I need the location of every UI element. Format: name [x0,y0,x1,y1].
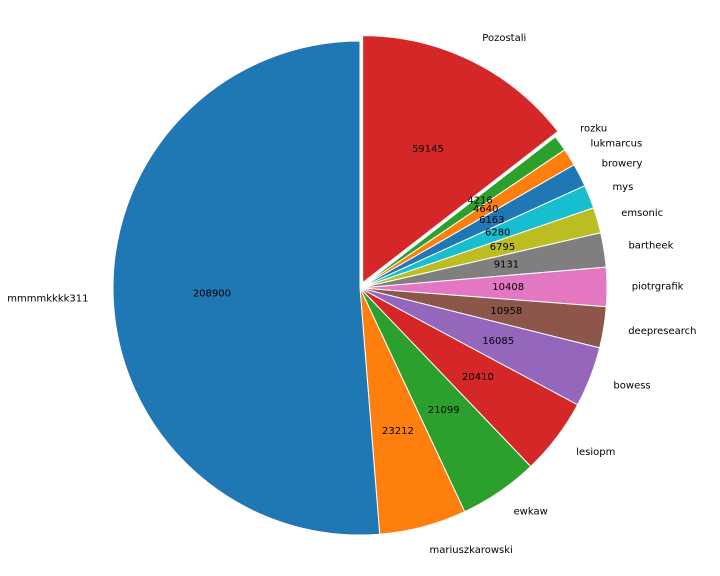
category-label-lukmarcus: lukmarcus [590,139,642,150]
value-label-lukmarcus: 4640 [473,204,498,215]
category-label-mmmmkkkk311: mmmmkkkk311 [7,293,88,304]
category-label-pozostali: Pozostali [482,33,526,44]
value-label-piotrgrafik: 10408 [492,282,524,293]
category-label-browery: browery [602,158,643,169]
pie-slice-mmmmkkkk311 [112,40,381,536]
value-label-ewkaw: 21099 [428,405,460,416]
value-label-lesiopm: 20410 [462,372,494,383]
value-label-pozostali: 59145 [412,144,444,155]
category-label-ewkaw: ewkaw [514,507,548,518]
value-label-deepresearch: 10958 [490,306,522,317]
value-label-emsonic: 6795 [490,242,515,253]
value-label-bowess: 16085 [482,336,514,347]
value-label-rozku: 4216 [467,196,492,207]
category-label-emsonic: emsonic [621,208,663,219]
category-label-lesiopm: lesiopm [576,447,615,458]
category-label-mariuszkarowski: mariuszkarowski [430,545,513,556]
category-label-rozku: rozku [580,123,607,134]
value-label-browery: 6163 [479,215,504,226]
pie-labels: 59145 Pozostali 4216 rozku 4640 lukmarcus 6163… [7,33,696,556]
pie-slice-pozostali [362,35,559,284]
value-label-mmmmkkkk311: 208900 [193,288,231,299]
value-label-bartheek: 9131 [494,260,519,271]
category-label-deepresearch: deepresearch [628,326,696,337]
category-label-mys: mys [612,182,633,193]
category-label-piotrgrafik: piotrgrafik [632,281,684,292]
category-label-bowess: bowess [613,380,650,391]
pie-slices [112,35,608,536]
value-label-mariuszkarowski: 23212 [382,426,414,437]
value-label-mys: 6280 [485,228,510,239]
category-label-bartheek: bartheek [628,241,673,252]
